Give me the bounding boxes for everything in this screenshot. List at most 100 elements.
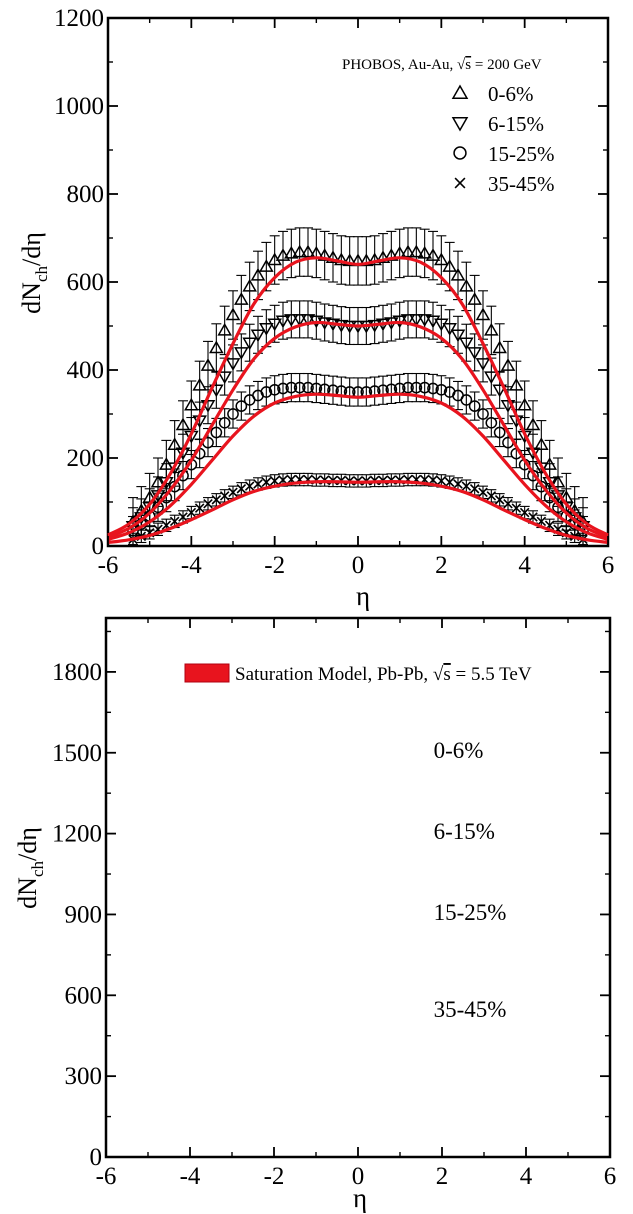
- marker-circle: [210, 426, 223, 439]
- x-axis-title: η: [356, 581, 370, 611]
- legend-item-label: 15-25%: [488, 142, 555, 166]
- x-tick-label: -2: [264, 1163, 285, 1190]
- marker-triangle-up: [200, 358, 216, 371]
- marker-cross: [503, 498, 513, 509]
- x-tick-label: 6: [602, 552, 615, 579]
- marker-triangle-up: [284, 245, 299, 259]
- marker-circle: [235, 400, 248, 412]
- marker-cross: [478, 487, 488, 498]
- marker-circle: [218, 416, 231, 429]
- marker-triangle-up: [425, 248, 441, 261]
- marker-triangle-up: [492, 340, 507, 354]
- x-tick-label: 6: [604, 1163, 617, 1190]
- marker-triangle-up: [217, 322, 232, 336]
- marker-triangle-up: [517, 397, 532, 411]
- marker-triangle-up: [442, 259, 457, 272]
- marker-circle: [227, 408, 239, 420]
- marker-cross: [211, 495, 222, 505]
- legend-item-label: 35-45%: [488, 172, 555, 196]
- marker-triangle-down: [217, 371, 232, 385]
- plot-area: [104, 616, 612, 1159]
- x-tick-label: -6: [96, 1163, 117, 1190]
- saturation-chart: -6 -4 -2 0 2 4 6 0 300 600 900 1200 1500 1800 η dNch/…: [13, 616, 616, 1213]
- marker-circle: [260, 386, 273, 398]
- legend-header: PHOBOS, Au-Au, √s = 200 GeV: [342, 57, 542, 73]
- centrality-label: 35-45%: [434, 997, 507, 1022]
- marker-circle: [477, 408, 489, 420]
- plot-area: [106, 16, 610, 548]
- fit-curve-35-45%: [107, 480, 609, 545]
- marker-triangle-down: [484, 371, 499, 385]
- marker-triangle-down: [275, 315, 291, 329]
- marker-triangle-up: [225, 307, 241, 321]
- marker-cross: [253, 479, 263, 489]
- x-tick-label: 4: [520, 1163, 533, 1190]
- tick-labels: -6 -4 -2 0 2 4 6 0 200 400 600 800 1000 1200: [54, 5, 614, 579]
- marker-triangle-up: [234, 292, 249, 305]
- marker-triangle-down: [409, 314, 424, 327]
- marker-triangle-up: [300, 244, 316, 258]
- axis-ticks: [107, 17, 609, 547]
- marker-cross: [453, 479, 463, 489]
- y-tick-label: 1200: [54, 5, 104, 32]
- marker-triangle-up: [275, 248, 291, 261]
- marker-cross: [519, 507, 530, 518]
- marker-cross: [461, 481, 472, 491]
- marker-triangle-up: [509, 377, 524, 391]
- centrality-labels: 0-6% 6-15% 15-25% 35-45%: [434, 738, 507, 1022]
- marker-cross: [203, 498, 213, 509]
- y-tick-label: 1000: [54, 93, 104, 120]
- marker-circle: [427, 382, 439, 395]
- marker-triangle-up: [250, 267, 266, 281]
- marker-triangle-down: [209, 384, 224, 398]
- marker-circle: [535, 480, 548, 493]
- marker-circle: [277, 382, 289, 395]
- y-tick-label: 900: [65, 901, 103, 928]
- marker-triangle-down: [300, 314, 316, 327]
- marker-circle: [410, 381, 423, 394]
- legend: Saturation Model, Pb-Pb, √s = 5.5 TeV: [184, 663, 532, 685]
- marker-triangle-down: [451, 117, 469, 132]
- marker-triangle-up: [475, 307, 491, 321]
- marker-cross: [469, 484, 480, 494]
- marker-triangle-down: [259, 322, 274, 336]
- marker-triangle-up: [184, 397, 199, 411]
- marker-cross: [228, 487, 238, 498]
- marker-triangle-down: [459, 337, 474, 351]
- marker-circle: [418, 381, 431, 394]
- marker-circle: [468, 400, 481, 412]
- marker-cross: [244, 481, 255, 491]
- marker-triangle-up: [500, 358, 516, 371]
- marker-cross: [186, 507, 197, 518]
- marker-triangle-up: [192, 377, 207, 391]
- marker-circle: [493, 426, 506, 439]
- x-axis-title: η: [353, 1183, 367, 1213]
- legend-label: Saturation Model, Pb-Pb, √s = 5.5 TeV: [235, 664, 532, 685]
- marker-cross: [261, 477, 272, 487]
- marker-triangle-up: [467, 292, 482, 305]
- sqrt-sign: √: [433, 664, 444, 685]
- marker-triangle-down: [234, 347, 249, 360]
- marker-triangle-down: [225, 358, 241, 371]
- axis-ticks: [105, 618, 611, 1158]
- series-35-45%: [128, 472, 588, 547]
- marker-triangle-up: [451, 84, 469, 99]
- marker-triangle-up: [434, 252, 449, 266]
- marker-triangle-up: [525, 417, 541, 431]
- marker-cross: [444, 477, 455, 487]
- legend-item-label: 0-6%: [488, 82, 534, 106]
- marker-circle: [168, 480, 181, 493]
- marker-triangle-up: [375, 250, 391, 264]
- marker-cross: [486, 491, 497, 501]
- y-tick-label: 1800: [52, 659, 102, 686]
- tick-labels: -6 -4 -2 0 2 4 6 0 300 600 900 1200 1500 1800: [52, 659, 616, 1190]
- centrality-label: 6-15%: [434, 819, 495, 844]
- y-axis-title: dNch/dη: [13, 827, 47, 909]
- y-axis-title: dNch/dη: [17, 232, 51, 314]
- centrality-label: 15-25%: [434, 900, 507, 925]
- marker-triangle-up: [409, 244, 424, 258]
- marker-circle: [435, 383, 448, 396]
- legend-swatch: [184, 663, 230, 683]
- y-tick-label: 800: [67, 181, 105, 208]
